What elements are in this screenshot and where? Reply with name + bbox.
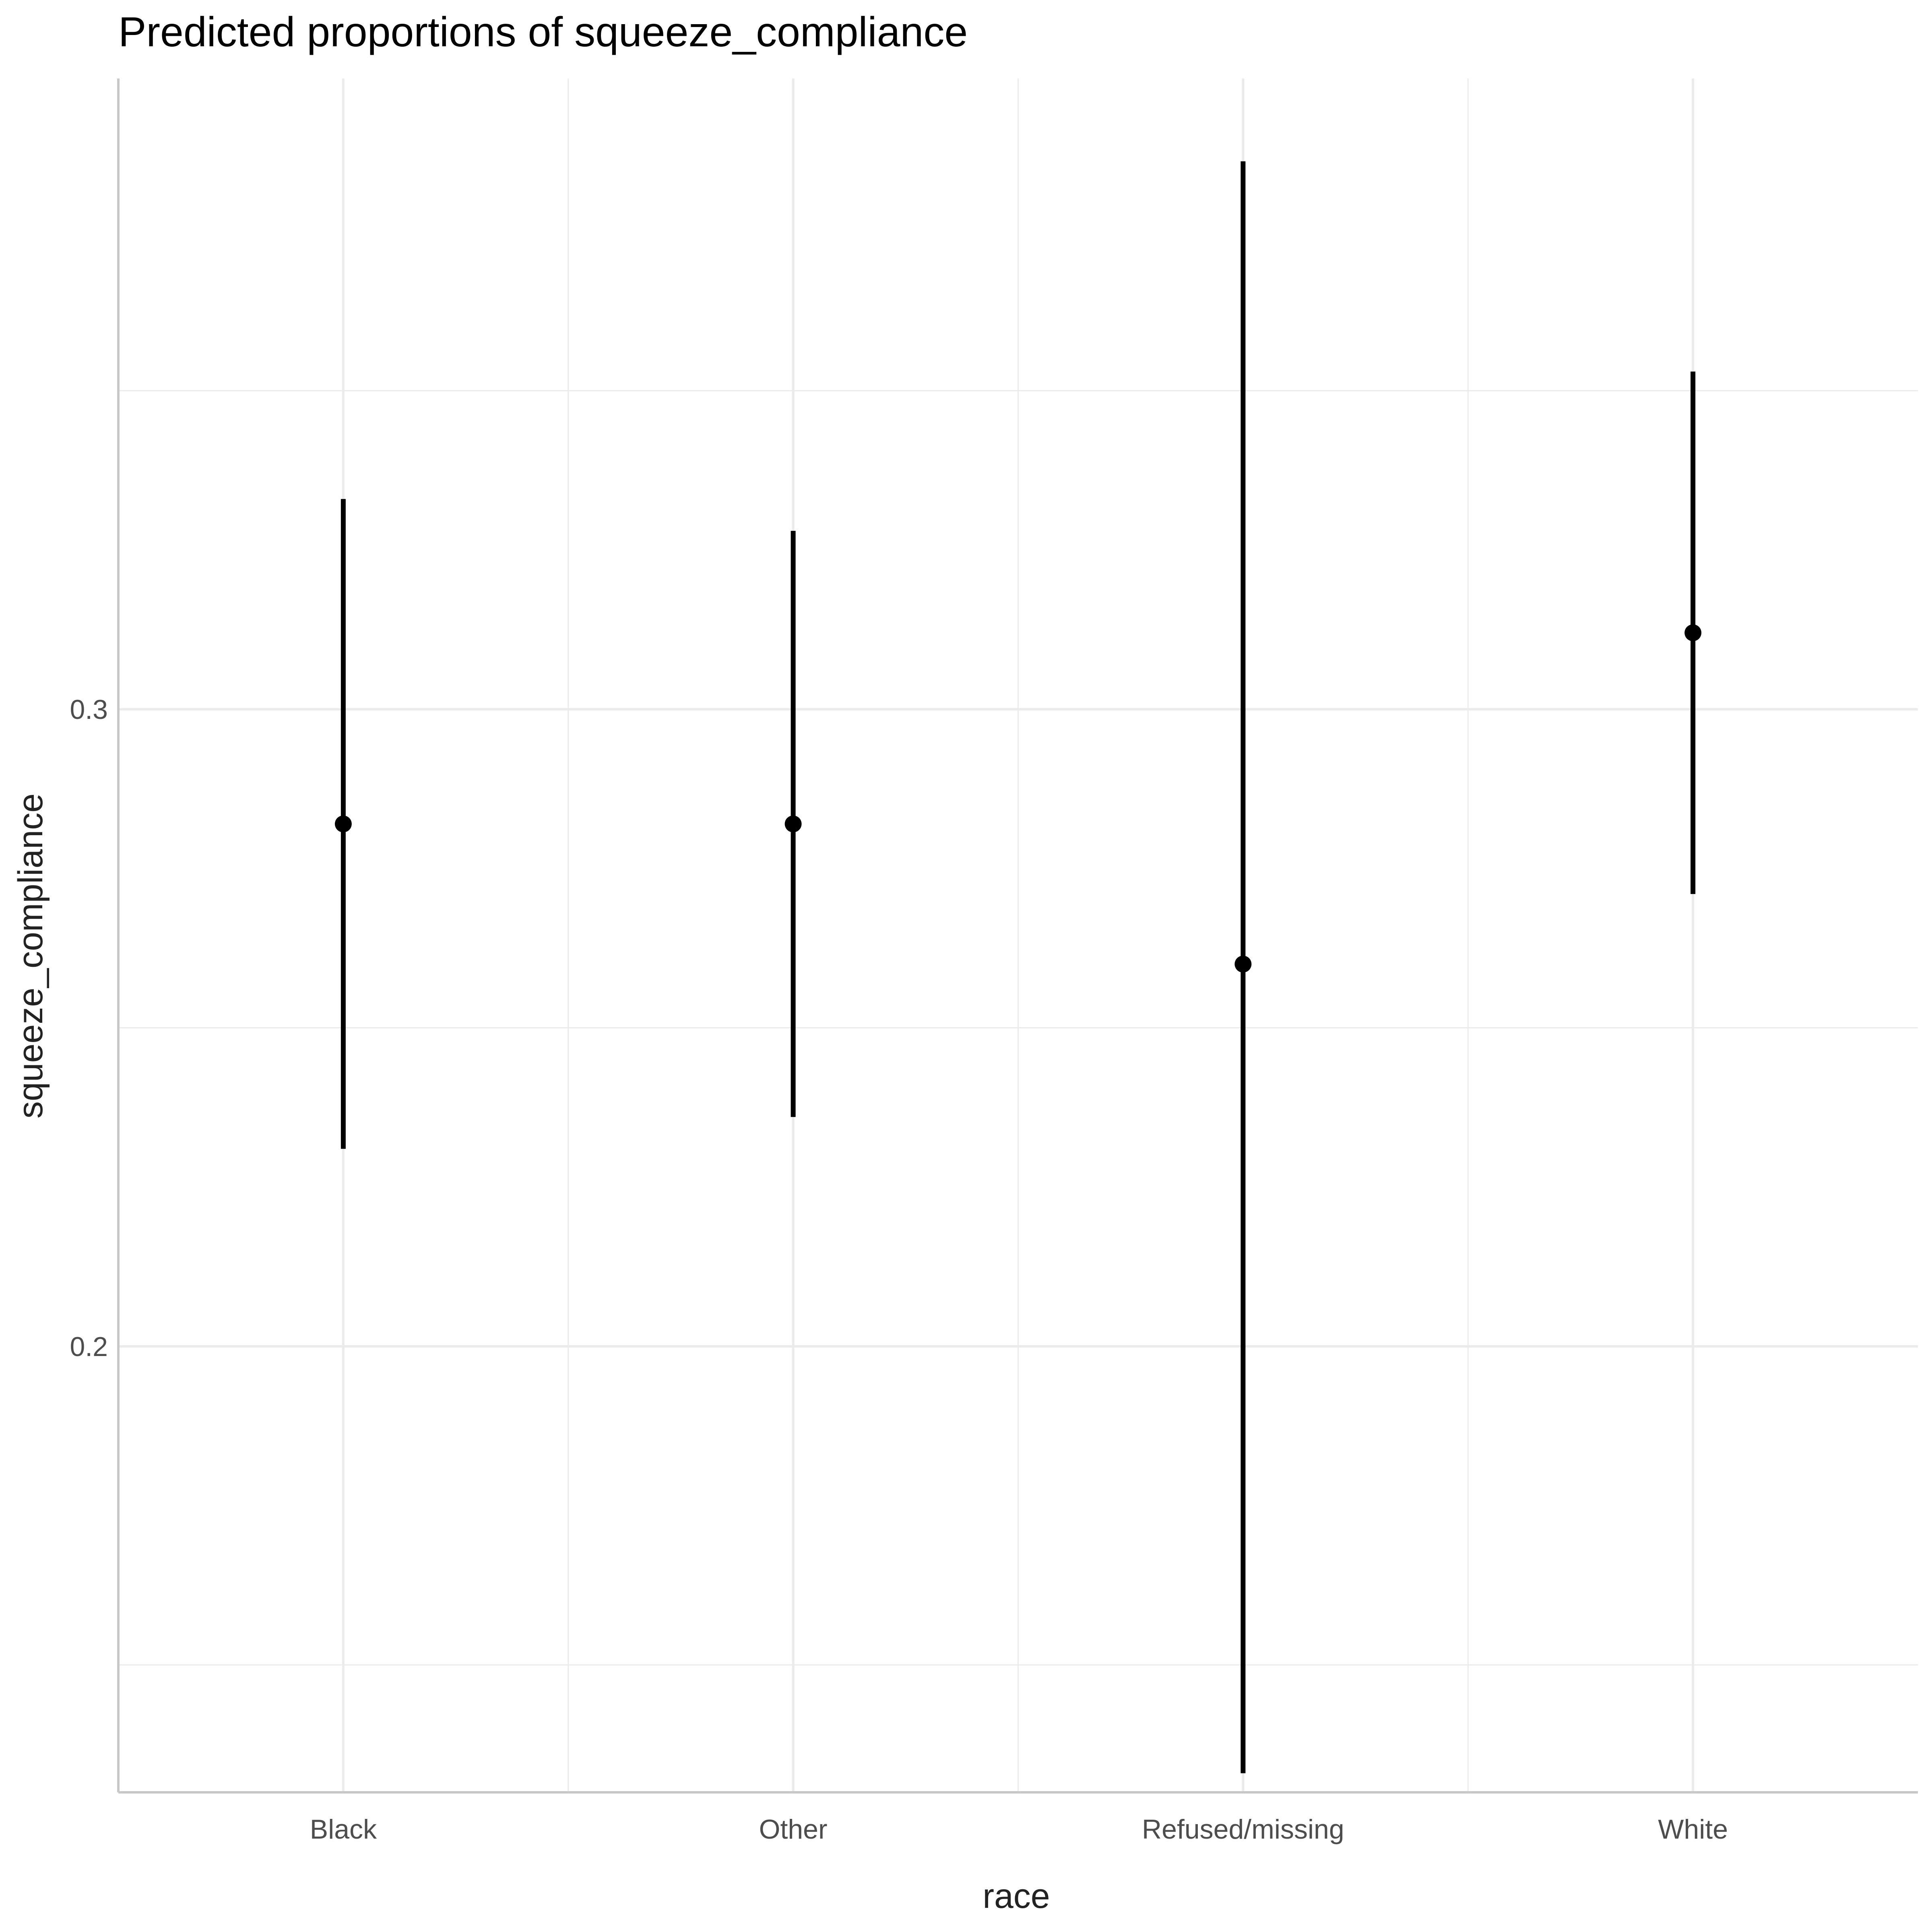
x-tick-label: White (1658, 1814, 1728, 1845)
estimate-point (784, 815, 802, 832)
tick-labels: 0.2 0.3 Black Other Refused/missing White (70, 694, 1728, 1845)
estimate-point (1234, 956, 1252, 973)
axes (117, 78, 1918, 1794)
x-tick-label: Black (310, 1814, 377, 1845)
y-tick-label: 0.2 (70, 1331, 108, 1362)
x-tick-label: Other (759, 1814, 828, 1845)
y-tick-label: 0.3 (70, 694, 108, 725)
y-axis-label: squeeze_compliance (11, 793, 50, 1119)
x-axis-label: race (983, 1877, 1050, 1915)
x-tick-label: Refused/missing (1142, 1814, 1344, 1845)
estimate-point (334, 815, 352, 832)
estimate-point (1684, 624, 1702, 642)
chart-title: Predicted proportions of squeeze_complia… (118, 9, 968, 56)
data-marks (334, 161, 1702, 1773)
